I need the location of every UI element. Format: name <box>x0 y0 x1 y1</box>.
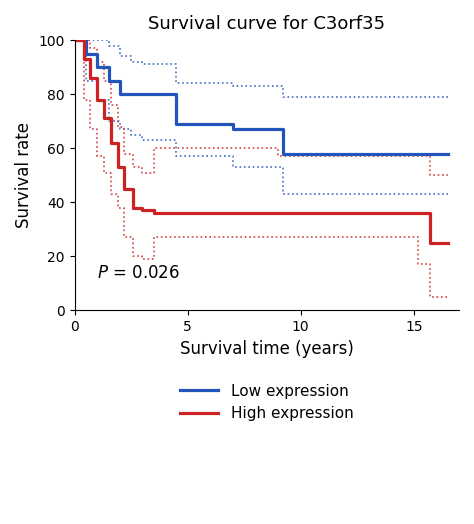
Legend: Low expression, High expression: Low expression, High expression <box>174 377 359 427</box>
Y-axis label: Survival rate: Survival rate <box>15 122 33 228</box>
X-axis label: Survival time (years): Survival time (years) <box>180 340 354 357</box>
Text: $\it{P}$ = 0.026: $\it{P}$ = 0.026 <box>97 264 180 282</box>
Title: Survival curve for C3orf35: Survival curve for C3orf35 <box>148 15 385 33</box>
